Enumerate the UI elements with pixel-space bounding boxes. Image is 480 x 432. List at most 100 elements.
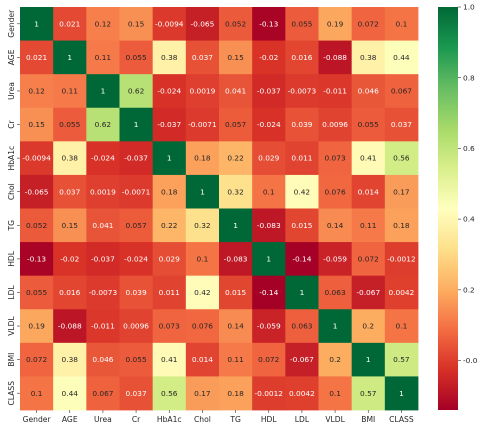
heatmap-cell-vldl-age (53, 309, 87, 344)
cell-value-label: 0.32 (194, 221, 210, 230)
cell-value-label: 0.2 (329, 355, 341, 364)
heatmap-cell-chol-bmi (351, 174, 386, 209)
colorbar-tick-label: 0.4 (463, 215, 475, 224)
y-tick-label-chol: Chol (7, 183, 16, 200)
heatmap-cell-chol-vldl (318, 174, 353, 209)
heatmap-cell-class-cr (119, 376, 154, 411)
heatmap-cell-bmi-chol (185, 342, 220, 377)
heatmap-cell-gender-hdl (252, 7, 286, 41)
y-tick-label-age: AGE (7, 49, 16, 65)
x-tick-label-bmi: BMI (361, 415, 375, 424)
x-tick-label-hdl: HDL (261, 415, 278, 424)
cell-value-label: 0.11 (62, 87, 79, 96)
heatmap-cell-hdl-vldl (318, 242, 353, 277)
cell-value-label: 0.037 (125, 389, 146, 398)
y-tick-label-class: CLASS (7, 381, 16, 406)
cell-value-label: 0.021 (59, 19, 80, 28)
cell-value-label: 1 (300, 288, 305, 297)
heatmap-cell-vldl-urea (86, 309, 120, 344)
heatmap-cell-class-vldl (318, 376, 353, 411)
heatmap-cell-class-hba1c (152, 376, 187, 411)
cell-value-label: 0.14 (227, 322, 244, 331)
cell-value-label: -0.02 (60, 254, 79, 263)
cell-value-label: -0.037 (91, 254, 115, 263)
heatmap-cell-bmi-ldl (285, 342, 319, 377)
cell-value-label: 0.1 (197, 254, 209, 263)
heatmap-cell-urea-bmi (351, 74, 386, 109)
heatmap-cell-urea-urea (86, 74, 120, 109)
cell-value-label: -0.011 (91, 322, 115, 331)
colorbar-tick-label: 0.2 (463, 285, 475, 294)
cell-value-label: 0.1 (329, 389, 341, 398)
cell-value-label: 0.072 (258, 355, 279, 364)
heatmap-cell-hba1c-ldl (285, 141, 319, 176)
cell-value-label: 0.029 (159, 254, 180, 263)
heatmap-cell-bmi-bmi (351, 342, 386, 377)
cell-value-label: 0.073 (324, 154, 345, 163)
cell-value-label: -0.14 (259, 288, 278, 297)
heatmap-cell-hba1c-vldl (318, 141, 353, 176)
cell-value-label: 0.039 (291, 120, 312, 129)
heatmap-cell-cr-tg (219, 107, 253, 142)
x-tick-label-chol: Chol (194, 415, 211, 424)
heatmap-cell-gender-class (384, 7, 419, 41)
cell-value-label: -0.14 (292, 254, 311, 263)
heatmap-cell-gender-chol (185, 7, 220, 41)
y-tick-label-cr: Cr (7, 119, 16, 128)
heatmap-cell-cr-chol (185, 107, 220, 142)
cell-value-label: 0.38 (62, 154, 79, 163)
heatmap-cell-hdl-urea (86, 242, 120, 277)
y-tick-label-tg: TG (7, 220, 16, 232)
heatmap-cell-hdl-bmi (351, 242, 386, 277)
cell-value-label: 1 (266, 254, 271, 263)
heatmap-cell-age-class (384, 40, 419, 75)
heatmap-cell-chol-gender (20, 174, 54, 209)
cell-value-label: 1 (101, 87, 106, 96)
cell-value-label: -0.0073 (288, 87, 317, 96)
heatmap-cell-urea-cr (119, 74, 154, 109)
heatmap-cell-class-gender (20, 376, 54, 411)
cell-value-label: 0.0042 (289, 389, 315, 398)
cell-value-label: 0.56 (161, 389, 178, 398)
heatmap-cell-hba1c-hdl (252, 141, 286, 176)
cell-value-label: 0.063 (324, 288, 345, 297)
cell-value-label: 0.072 (358, 254, 379, 263)
heatmap-cell-vldl-class (384, 309, 419, 344)
heatmap-cell-class-tg (219, 376, 253, 411)
cell-value-label: -0.0012 (254, 389, 283, 398)
cell-value-label: -0.059 (323, 254, 347, 263)
heatmap-cell-cr-cr (119, 107, 154, 142)
heatmap-cell-vldl-hba1c (152, 309, 187, 344)
cell-value-label: -0.065 (191, 19, 215, 28)
heatmap-cell-tg-cr (119, 208, 154, 243)
cell-value-label: 0.067 (92, 389, 113, 398)
heatmap-cell-urea-class (384, 74, 419, 109)
heatmap-cell-tg-hba1c (152, 208, 187, 243)
x-tick-label-age: AGE (62, 415, 78, 424)
heatmap-cell-urea-vldl (318, 74, 353, 109)
cell-value-label: 0.011 (159, 288, 180, 297)
heatmap-cell-gender-ldl (285, 7, 319, 41)
cell-value-label: -0.024 (91, 154, 115, 163)
heatmap-cell-gender-tg (219, 7, 253, 41)
heatmap-cell-cr-urea (86, 107, 120, 142)
heatmap-cell-ldl-chol (185, 275, 220, 310)
cell-value-label: 1 (34, 19, 39, 28)
heatmap-cell-gender-cr (119, 7, 154, 41)
cell-value-label: 0.57 (360, 389, 377, 398)
heatmap-cell-vldl-gender (20, 309, 54, 344)
heatmap-cell-hdl-hdl (252, 242, 286, 277)
heatmap-cell-ldl-ldl (285, 275, 319, 310)
cell-value-label: 0.055 (59, 120, 80, 129)
heatmap-cell-bmi-tg (219, 342, 253, 377)
heatmap-cell-ldl-cr (119, 275, 154, 310)
cell-value-label: -0.0073 (89, 288, 118, 297)
cell-value-label: -0.024 (257, 120, 281, 129)
cell-value-label: -0.037 (124, 154, 148, 163)
heatmap-cell-ldl-age (53, 275, 87, 310)
cell-value-label: 0.18 (393, 221, 410, 230)
heatmap-cell-vldl-ldl (285, 309, 319, 344)
cell-value-label: -0.0094 (155, 19, 184, 28)
heatmap-cell-chol-age (53, 174, 87, 209)
cell-value-label: -0.011 (323, 87, 347, 96)
